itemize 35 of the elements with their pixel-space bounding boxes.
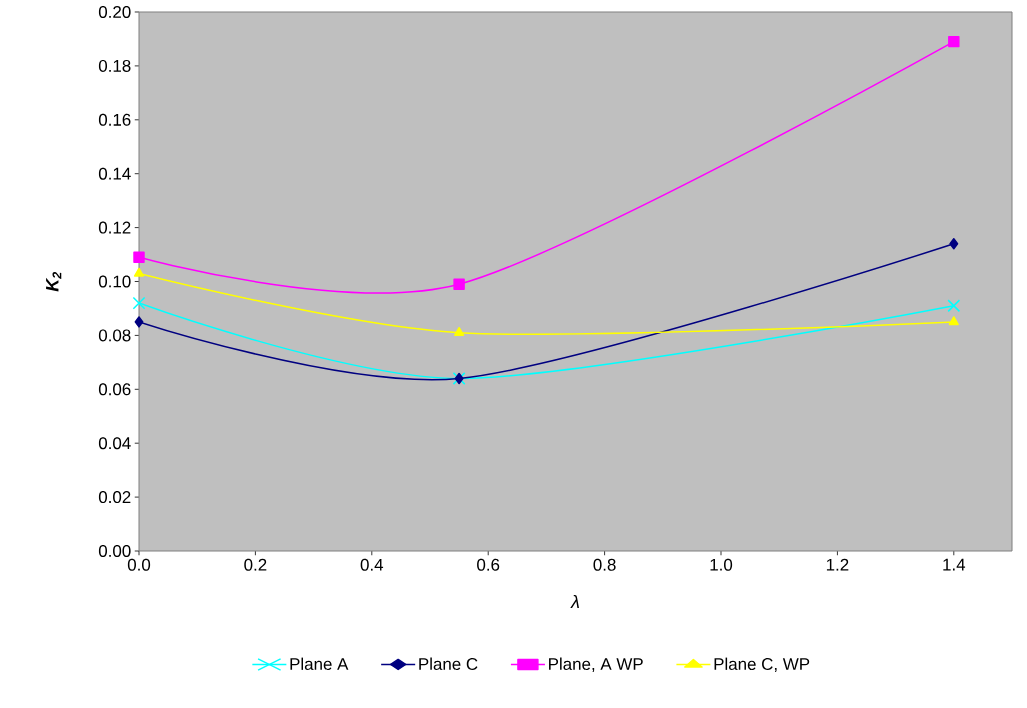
legend-label: Plane, A WP	[549, 657, 643, 673]
y-tick-label: 0.04	[98, 437, 131, 450]
x-tick-label: 0.2	[244, 558, 267, 571]
y-tick-label: 0.16	[98, 113, 131, 126]
y-axis-title: K$_{2}$	[46, 271, 62, 292]
x-axis-title: λ	[570, 594, 579, 608]
point	[948, 316, 959, 326]
point	[133, 251, 145, 263]
point	[949, 238, 959, 250]
y-tick-label: 0.02	[98, 491, 131, 504]
point	[134, 316, 144, 328]
y-tick-label: 0.06	[98, 383, 131, 396]
point	[132, 296, 146, 310]
y-tick-label: 0.08	[98, 329, 131, 342]
x-tick-label: 1.0	[710, 558, 733, 571]
x-tick-label: 0.6	[477, 558, 500, 571]
point	[453, 278, 465, 290]
point	[454, 326, 465, 336]
x-tick-label: 0.4	[360, 558, 384, 571]
point	[948, 35, 960, 48]
y-tick-label: 0.12	[98, 221, 131, 234]
point	[947, 299, 961, 313]
x-tick-label: 1.4	[943, 558, 966, 571]
y-tick-label: 0.20	[98, 6, 131, 18]
point	[133, 267, 145, 277]
legend-label: Plane C, WP	[714, 657, 810, 673]
legend-label: Plane C	[419, 657, 478, 671]
x-tick-label: 1.2	[826, 558, 849, 571]
y-tick-label: 0.14	[98, 167, 131, 180]
legend-label: Plane A	[290, 657, 349, 671]
x-tick-label: 0.8	[593, 558, 616, 571]
y-tick-label: 0.18	[98, 59, 131, 72]
y-tick-label: 0.00	[98, 545, 131, 557]
x-tick-label: 0.0	[127, 558, 151, 571]
y-tick-label: 0.10	[98, 275, 131, 288]
